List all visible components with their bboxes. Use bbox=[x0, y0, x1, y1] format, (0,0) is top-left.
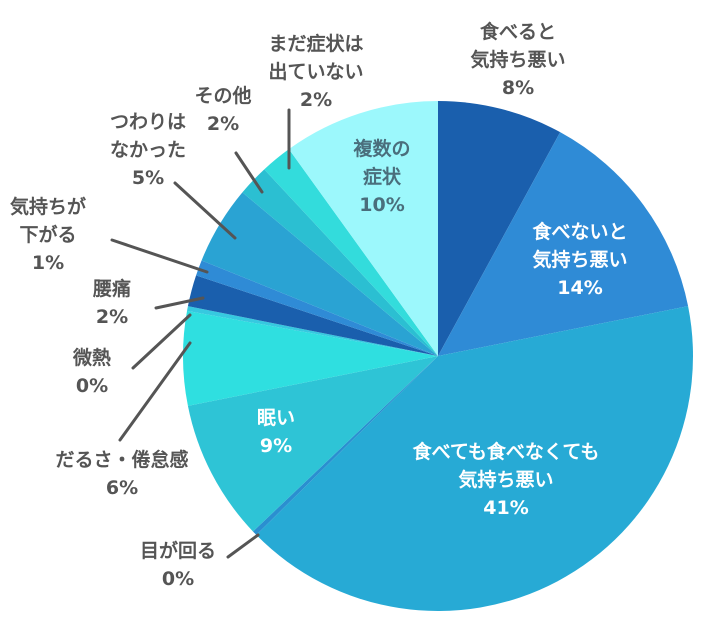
slice-label-2: 食べても食べなくても気持ち悪い 41% bbox=[413, 440, 600, 519]
leader-line-5 bbox=[118, 341, 192, 442]
slice-label-8: 気持ちが下がる 1% bbox=[10, 195, 86, 274]
slice-label-0: 食べると気持ち悪い 8% bbox=[470, 20, 565, 99]
pie-slices bbox=[183, 101, 693, 612]
pie-slice-3 bbox=[252, 356, 438, 535]
slice-label-11: まだ症状は出ていない 2% bbox=[268, 32, 363, 111]
pie-slice-6 bbox=[187, 306, 438, 356]
slice-label-6: 微熱 0% bbox=[72, 346, 111, 397]
pie-slice-9 bbox=[201, 192, 438, 356]
slice-label-3: 目が回る 0% bbox=[140, 539, 216, 590]
leader-line-6 bbox=[131, 313, 192, 370]
pie-slice-2 bbox=[256, 306, 693, 612]
pie-slice-0 bbox=[438, 101, 561, 356]
pie-slice-7 bbox=[187, 275, 438, 356]
slice-label-9: つわりはなかった 5% bbox=[110, 111, 186, 189]
pie-slice-5 bbox=[183, 310, 438, 406]
pie-slice-12 bbox=[288, 101, 438, 356]
leader-line-3 bbox=[226, 533, 260, 559]
pie-slice-4 bbox=[187, 356, 438, 532]
slice-label-4: 眠い 9% bbox=[257, 407, 295, 457]
leader-line-10 bbox=[234, 151, 264, 194]
pie-slice-11 bbox=[264, 149, 438, 356]
slice-label-7: 腰痛 2% bbox=[92, 277, 131, 328]
pie-slice-10 bbox=[242, 169, 438, 356]
pie-slice-8 bbox=[196, 260, 438, 356]
leader-line-8 bbox=[110, 238, 209, 274]
slice-label-10: その他 2% bbox=[194, 84, 251, 135]
pie-slice-1 bbox=[438, 132, 689, 356]
leader-lines bbox=[110, 108, 291, 559]
slice-label-5: だるさ・倦怠感 6% bbox=[55, 448, 188, 499]
leader-line-9 bbox=[173, 181, 237, 240]
slice-label-1: 食べないと気持ち悪い 14% bbox=[532, 220, 627, 299]
slice-label-12: 複数の症状 10% bbox=[352, 137, 410, 216]
slice-labels: 食べると気持ち悪い 8% 食べないと気持ち悪い 14% 食べても食べなくても気持ち悪い 4… bbox=[10, 20, 628, 590]
leader-line-7 bbox=[154, 296, 205, 310]
